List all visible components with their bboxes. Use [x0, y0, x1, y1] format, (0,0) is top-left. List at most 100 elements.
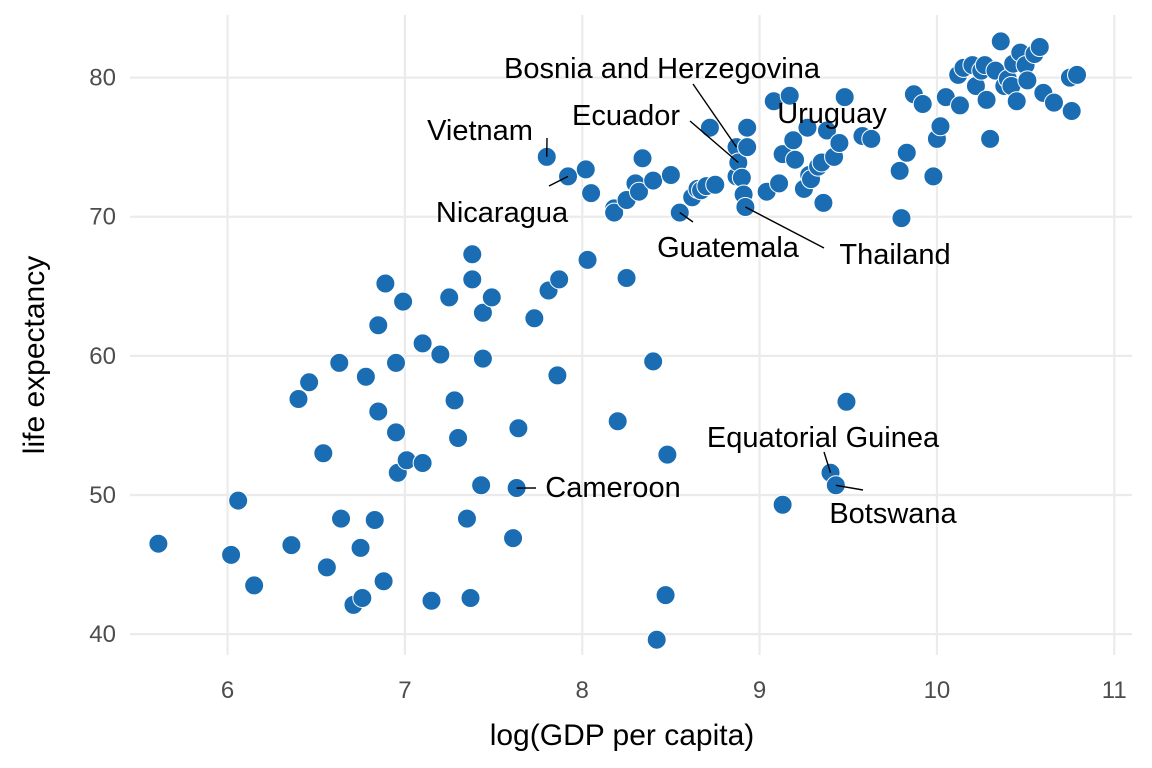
y-tick-label: 50: [89, 482, 116, 509]
x-tick-label: 11: [1102, 677, 1127, 704]
data-point: [930, 116, 951, 137]
data-point: [779, 85, 800, 106]
data-point: [657, 444, 678, 465]
data-point: [386, 352, 407, 373]
x-tick-label: 7: [398, 677, 411, 704]
data-point: [772, 494, 793, 515]
y-tick-label: 70: [89, 204, 116, 231]
annotation-label: Botswana: [829, 498, 957, 530]
data-point: [1067, 64, 1088, 85]
data-point: [577, 249, 598, 270]
data-point: [364, 510, 385, 531]
data-point: [646, 629, 667, 650]
data-point: [699, 117, 720, 138]
data-point: [836, 391, 857, 412]
x-tick-label: 10: [924, 677, 951, 704]
data-point: [1017, 70, 1038, 91]
data-point: [737, 137, 758, 158]
data-point: [655, 585, 676, 606]
data-point: [524, 308, 545, 329]
data-point: [1006, 91, 1027, 112]
data-point: [829, 133, 850, 153]
data-point: [1029, 37, 1050, 57]
data-point: [373, 571, 394, 592]
data-point: [508, 418, 529, 439]
data-point: [456, 508, 477, 529]
data-point: [1043, 92, 1064, 113]
data-point: [604, 202, 625, 223]
annotation-leader: [835, 484, 864, 491]
x-tick-label: 6: [221, 677, 234, 704]
data-point: [288, 389, 309, 409]
data-point: [299, 372, 320, 393]
data-point: [990, 31, 1011, 52]
data-point: [386, 422, 407, 443]
annotation-label: Bosnia and Herzegovina: [504, 53, 821, 85]
data-point: [412, 453, 433, 473]
data-point: [1061, 101, 1082, 121]
data-point: [861, 128, 882, 149]
x-tick-label: 9: [753, 677, 766, 704]
data-point: [368, 401, 389, 422]
data-point: [412, 333, 433, 354]
data-point: [705, 174, 726, 195]
annotation-leader: [689, 120, 739, 164]
data-point: [460, 587, 481, 608]
data-point: [355, 366, 376, 387]
y-axis-title: life expectancy: [18, 256, 51, 454]
annotation-leader: [679, 211, 694, 223]
data-point: [375, 273, 396, 294]
data-point: [331, 508, 352, 529]
data-point: [481, 287, 502, 308]
data-point: [769, 173, 790, 194]
annotations: Bosnia and Herzegovina Ecuador Uruguay Viet…: [427, 53, 957, 530]
data-point: [616, 267, 637, 288]
data-point: [607, 411, 628, 432]
data-point: [643, 351, 664, 372]
data-point: [660, 165, 681, 185]
y-tick-label: 60: [89, 343, 116, 370]
data-point: [737, 117, 758, 138]
data-point: [221, 544, 242, 565]
annotation-leader: [692, 83, 738, 148]
data-point: [471, 475, 492, 496]
data-point: [350, 537, 371, 558]
data-point: [980, 128, 1001, 149]
data-point: [816, 120, 837, 141]
annotation-label: Vietnam: [427, 115, 533, 147]
data-point: [368, 315, 389, 336]
annotation-leader: [823, 451, 832, 473]
data-point: [547, 365, 568, 386]
data-point: [549, 269, 570, 290]
annotation-leader: [745, 206, 825, 249]
data-point: [430, 344, 451, 365]
data-point: [891, 208, 912, 229]
data-point: [503, 528, 524, 549]
data-point: [462, 244, 483, 265]
tick-labels: 6 7 8 9 10 11 40 50 60 70 80: [89, 65, 1126, 704]
data-point: [352, 587, 373, 608]
data-point: [783, 130, 804, 151]
annotation-label: Cameroon: [545, 472, 680, 504]
data-point: [462, 269, 483, 290]
data-point: [581, 183, 602, 204]
annotation-label: Thailand: [839, 239, 950, 271]
x-axis-title: log(GDP per capita): [490, 719, 755, 752]
annotation-leader: [548, 175, 569, 187]
data-point: [834, 87, 855, 108]
data-point: [421, 590, 442, 611]
data-point: [472, 302, 493, 323]
data-point: [228, 490, 249, 511]
data-point: [896, 142, 917, 163]
data-point: [393, 291, 414, 312]
x-tick-label: 8: [576, 677, 589, 704]
data-point: [472, 348, 493, 369]
data-point: [949, 95, 970, 116]
data-point: [785, 149, 806, 170]
data-point: [813, 192, 834, 213]
data-point: [923, 166, 944, 187]
y-tick-label: 40: [89, 621, 116, 648]
data-point: [731, 167, 752, 188]
annotation-label: Guatemala: [657, 232, 800, 264]
